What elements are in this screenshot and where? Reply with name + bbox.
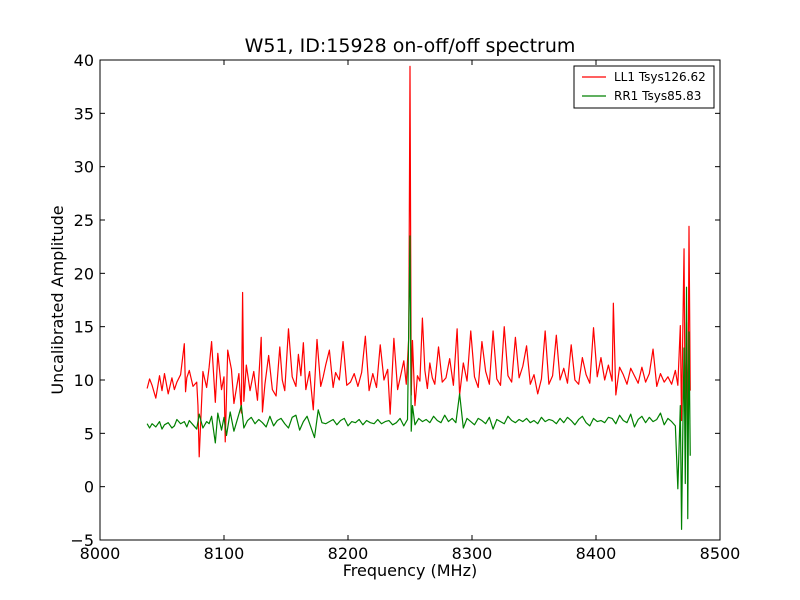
y-tick-label: 20: [74, 264, 94, 283]
series-line-ll1: [146, 65, 691, 458]
x-tick-label: 8200: [328, 544, 369, 563]
x-axis: 8000 8100 8200 8300 8400 8500: [80, 60, 741, 563]
legend-box: [573, 65, 715, 109]
x-tick-label: 8100: [204, 544, 245, 563]
series-line-rr1: [146, 235, 691, 530]
x-tick-label: 8500: [700, 544, 741, 563]
y-tick-label: 10: [74, 371, 94, 390]
y-tick-label: −5: [70, 531, 94, 550]
y-tick-label: 0: [84, 478, 94, 497]
y-tick-label: 5: [84, 424, 94, 443]
plot-frame: [99, 59, 721, 541]
y-tick-label: 25: [74, 211, 94, 230]
x-tick-label: 8400: [576, 544, 617, 563]
y-tick-label: 15: [74, 318, 94, 337]
x-tick-label: 8000: [80, 544, 121, 563]
plot-area: [146, 65, 691, 530]
legend: LL1 Tsys126.62 RR1 Tsys85.83: [573, 65, 715, 109]
chart-title: W51, ID:15928 on-off/off spectrum: [245, 35, 576, 57]
x-tick-label: 8300: [452, 544, 493, 563]
y-tick-label: 30: [74, 158, 94, 177]
y-axis: −5 0 5 10 15 20 25 30 35 40: [70, 51, 720, 550]
legend-label-ll1: LL1 Tsys126.62: [614, 70, 706, 84]
y-tick-label: 40: [74, 51, 94, 70]
y-tick-label: 35: [74, 104, 94, 123]
x-axis-label: Frequency (MHz): [343, 561, 477, 580]
y-axis-label: Uncalibrated Amplitude: [48, 205, 67, 394]
legend-label-rr1: RR1 Tsys85.83: [614, 89, 701, 103]
